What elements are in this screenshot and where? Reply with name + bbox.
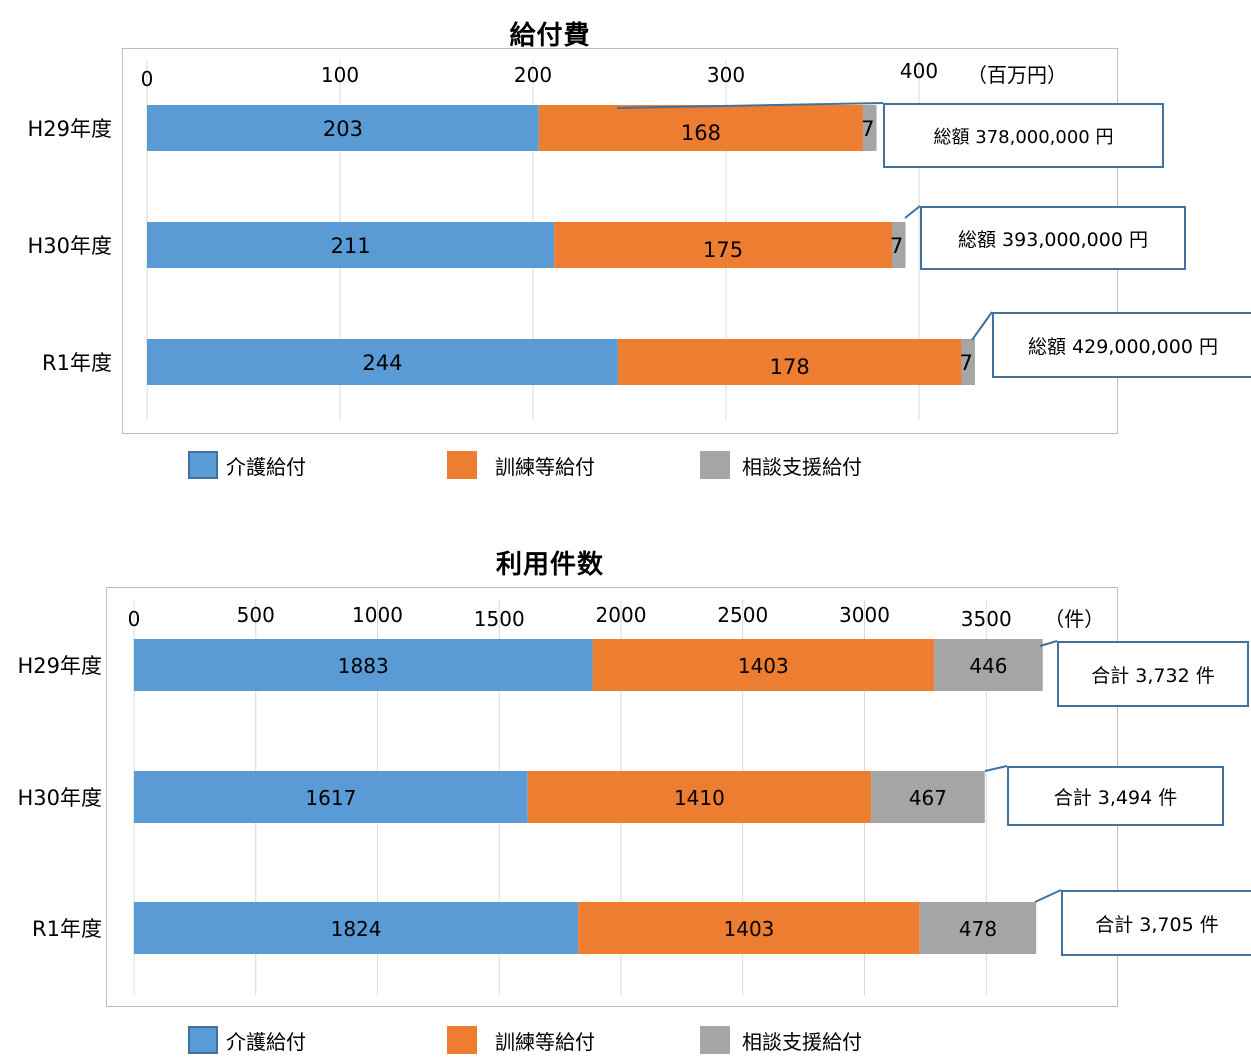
x-tick-label: 300 [707, 63, 745, 87]
bar-1 [617, 339, 962, 385]
x-tick-label: 3000 [839, 603, 890, 627]
data-label: 1883 [338, 654, 389, 678]
category-label: R1年度 [42, 351, 112, 375]
bar-2 [891, 222, 906, 268]
legend-swatch [447, 1026, 477, 1054]
bar-1 [592, 639, 935, 691]
benefit-cost-chart: 給付費 0 100 200 300 400 （百万円） H29年度 203 168 7 H30年度 2… [0, 0, 1251, 500]
bar-1 [538, 105, 864, 151]
legend-label: 相談支援給付 [742, 454, 862, 479]
bar-0 [147, 222, 555, 268]
total-box-r1: 総額 429,000,000 円 [992, 312, 1251, 378]
data-label: 211 [331, 234, 371, 258]
category-label: H29年度 [27, 117, 112, 141]
leader-line [904, 205, 921, 219]
legend: 介護給付 訓練等給付 相談支援給付 [0, 1023, 1251, 1057]
total-box-h29: 合計 3,732 件 [1057, 641, 1249, 707]
total-box-r1: 合計 3,705 件 [1061, 890, 1251, 956]
leader-line [971, 311, 993, 341]
legend-item-soudan: 相談支援給付 [700, 1026, 862, 1055]
bar-2 [919, 902, 1037, 954]
benefit-cost-plot: 0 100 200 300 400 （百万円） H29年度 203 168 7 H30年度 211 17… [27, 59, 1067, 420]
data-label: 175 [703, 238, 743, 262]
legend-item-kunren: 訓練等給付 [447, 1026, 595, 1055]
legend-swatch [188, 451, 218, 479]
bar-2 [934, 639, 1043, 691]
usage-count-plot: 0 500 1000 1500 2000 2500 3000 3500 （件） H29年度 1883… [17, 600, 1104, 995]
x-tick-label: 2000 [596, 603, 647, 627]
x-tick-label: 400 [900, 59, 938, 83]
bar-0 [134, 771, 528, 823]
unit-label: （件） [1044, 607, 1104, 631]
data-label: 178 [770, 355, 810, 379]
legend-swatch [700, 451, 730, 479]
bar-1 [527, 771, 872, 823]
data-label: 203 [323, 117, 363, 141]
x-tick-label: 0 [128, 607, 141, 631]
x-tick-label: 3500 [961, 607, 1012, 631]
legend-label: 訓練等給付 [495, 1029, 595, 1054]
legend: 介護給付 訓練等給付 相談支援給付 [0, 448, 1251, 482]
data-label: 1824 [331, 917, 382, 941]
data-label: 7 [861, 117, 874, 141]
x-tick-label: 2500 [717, 603, 768, 627]
bar-2 [871, 771, 985, 823]
data-label: 244 [362, 351, 402, 375]
bar-0 [147, 339, 618, 385]
leader-line [1034, 889, 1062, 903]
legend-swatch [700, 1026, 730, 1054]
legend-item-kaigo: 介護給付 [188, 1026, 306, 1055]
x-tick-label: 500 [237, 603, 275, 627]
bar-1 [554, 222, 892, 268]
bar-0 [134, 639, 593, 691]
legend-item-soudan: 相談支援給付 [700, 451, 862, 480]
data-label: 446 [969, 654, 1007, 678]
total-box-h30: 総額 393,000,000 円 [920, 206, 1186, 270]
total-box-h30: 合計 3,494 件 [1007, 766, 1224, 826]
data-label: 467 [909, 786, 947, 810]
x-tick-label: 1500 [474, 607, 525, 631]
x-tick-label: 1000 [352, 603, 403, 627]
usage-count-chart: 利用件数 0 500 1000 1500 2000 2500 3000 3500 （件） H29年… [0, 530, 1251, 1055]
leader-line [616, 102, 884, 109]
data-label: 1410 [674, 786, 725, 810]
x-tick-label: 200 [514, 63, 552, 87]
data-label: 168 [681, 121, 721, 145]
legend-label: 介護給付 [226, 454, 306, 479]
bar-0 [147, 105, 539, 151]
category-label: H30年度 [27, 234, 112, 258]
unit-label: （百万円） [967, 63, 1067, 87]
data-label: 7 [890, 234, 903, 258]
data-label: 7 [960, 351, 973, 375]
chart-title: 給付費 [509, 21, 591, 51]
legend-swatch [447, 451, 477, 479]
leader-line [1039, 640, 1058, 647]
category-label: H30年度 [17, 786, 102, 810]
bar-1 [578, 902, 920, 954]
bar-0 [134, 902, 579, 954]
legend-label: 介護給付 [226, 1029, 306, 1054]
category-label: H29年度 [17, 654, 102, 678]
data-label: 1617 [305, 786, 356, 810]
bar-2 [961, 339, 975, 385]
legend-item-kaigo: 介護給付 [188, 451, 306, 480]
data-label: 1403 [738, 654, 789, 678]
legend-swatch [188, 1026, 218, 1054]
chart-title: 利用件数 [495, 550, 604, 580]
legend-item-kunren: 訓練等給付 [447, 451, 595, 480]
x-tick-label: 100 [321, 63, 359, 87]
total-box-h29: 総額 378,000,000 円 [883, 103, 1164, 168]
bar-2 [863, 105, 877, 151]
leader-line [984, 765, 1008, 772]
data-label: 478 [959, 917, 997, 941]
category-label: R1年度 [32, 917, 102, 941]
legend-label: 訓練等給付 [495, 454, 595, 479]
data-label: 1403 [724, 917, 775, 941]
x-tick-label: 0 [141, 67, 154, 91]
legend-label: 相談支援給付 [742, 1029, 862, 1054]
